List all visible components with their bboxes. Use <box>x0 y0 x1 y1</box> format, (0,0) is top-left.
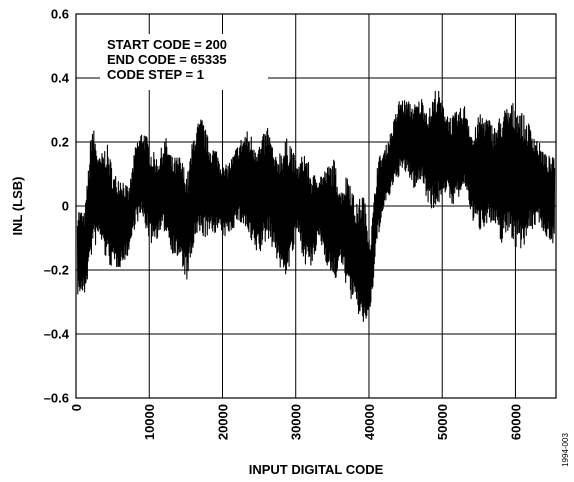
y-tick-label: –0.2 <box>44 263 69 278</box>
annotation-box: START CODE = 200 END CODE = 65335 CODE S… <box>100 34 268 90</box>
x-axis-label: INPUT DIGITAL CODE <box>249 462 384 477</box>
x-tick-label: 20000 <box>215 404 230 440</box>
inl-trace <box>76 90 556 323</box>
x-tick-label: 10000 <box>142 404 157 440</box>
x-tick-label: 40000 <box>362 404 377 440</box>
y-tick-label: 0 <box>62 199 69 214</box>
y-axis-label: INL (LSB) <box>10 177 25 236</box>
figure-id: 1994-003 <box>561 433 570 467</box>
y-tick-labels: 0.6 0.4 0.2 0 –0.2 –0.4 –0.6 <box>44 7 70 406</box>
plot-frame <box>75 13 557 399</box>
x-tick-labels: 0 10000 20000 30000 40000 50000 60000 <box>69 404 523 440</box>
x-tick-label: 30000 <box>289 404 304 440</box>
x-tick-label: 0 <box>69 404 84 411</box>
annotation-background <box>100 34 268 90</box>
annotation-end-code: END CODE = 65335 <box>107 52 227 67</box>
annotation-start-code: START CODE = 200 <box>107 37 227 52</box>
y-tick-label: 0.4 <box>51 71 70 86</box>
x-tick-label: 60000 <box>508 404 523 440</box>
series-group <box>76 90 556 323</box>
x-tick-label: 50000 <box>435 404 450 440</box>
y-tick-label: 0.6 <box>51 7 69 22</box>
y-tick-label: –0.6 <box>44 391 69 406</box>
y-tick-label: –0.4 <box>44 327 70 342</box>
y-tick-label: 0.2 <box>51 135 69 150</box>
annotation-code-step: CODE STEP = 1 <box>107 67 204 82</box>
